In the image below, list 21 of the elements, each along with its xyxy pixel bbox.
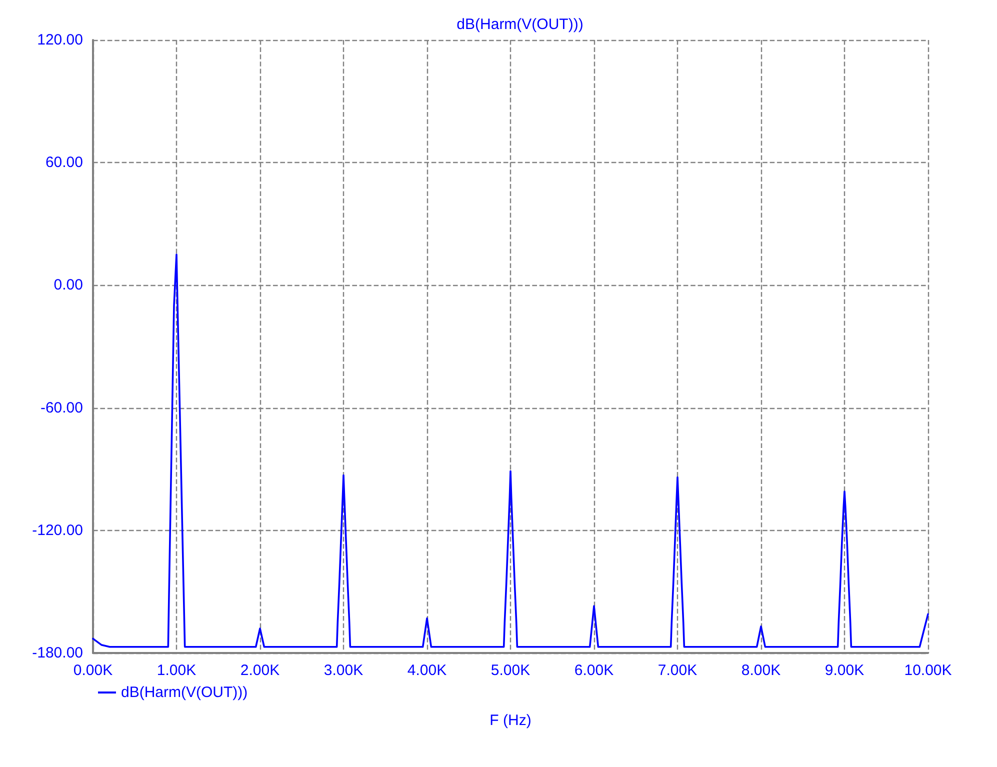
x-tick-label: 0.00K bbox=[73, 662, 113, 679]
x-tick-label: 8.00K bbox=[741, 662, 781, 679]
x-axis-title: F (Hz) bbox=[490, 712, 532, 729]
x-tick-label: 4.00K bbox=[407, 662, 447, 679]
x-tick-label: 7.00K bbox=[658, 662, 698, 679]
y-tick-label: 120.00 bbox=[37, 32, 83, 48]
x-tick-label: 3.00K bbox=[324, 662, 364, 679]
legend-label: dB(Harm(V(OUT))) bbox=[121, 684, 248, 701]
y-tick-label: -180.00 bbox=[32, 644, 83, 662]
y-tick-label: 60.00 bbox=[45, 154, 83, 172]
line-series bbox=[92, 254, 929, 648]
y-tick-label: 0.00 bbox=[54, 276, 83, 294]
chart-title: dB(Harm(V(OUT))) bbox=[456, 16, 584, 33]
x-tick-label: 5.00K bbox=[490, 662, 530, 679]
x-tick-label: 6.00K bbox=[574, 662, 614, 679]
x-tick-label: 2.00K bbox=[240, 662, 280, 679]
x-tick-label: 1.00K bbox=[156, 662, 196, 679]
x-tick-label: 9.00K bbox=[824, 662, 864, 679]
x-tick-label: 10.00K bbox=[904, 662, 952, 679]
y-tick-label: -120.00 bbox=[32, 522, 83, 539]
y-tick-label: -60.00 bbox=[40, 399, 83, 416]
